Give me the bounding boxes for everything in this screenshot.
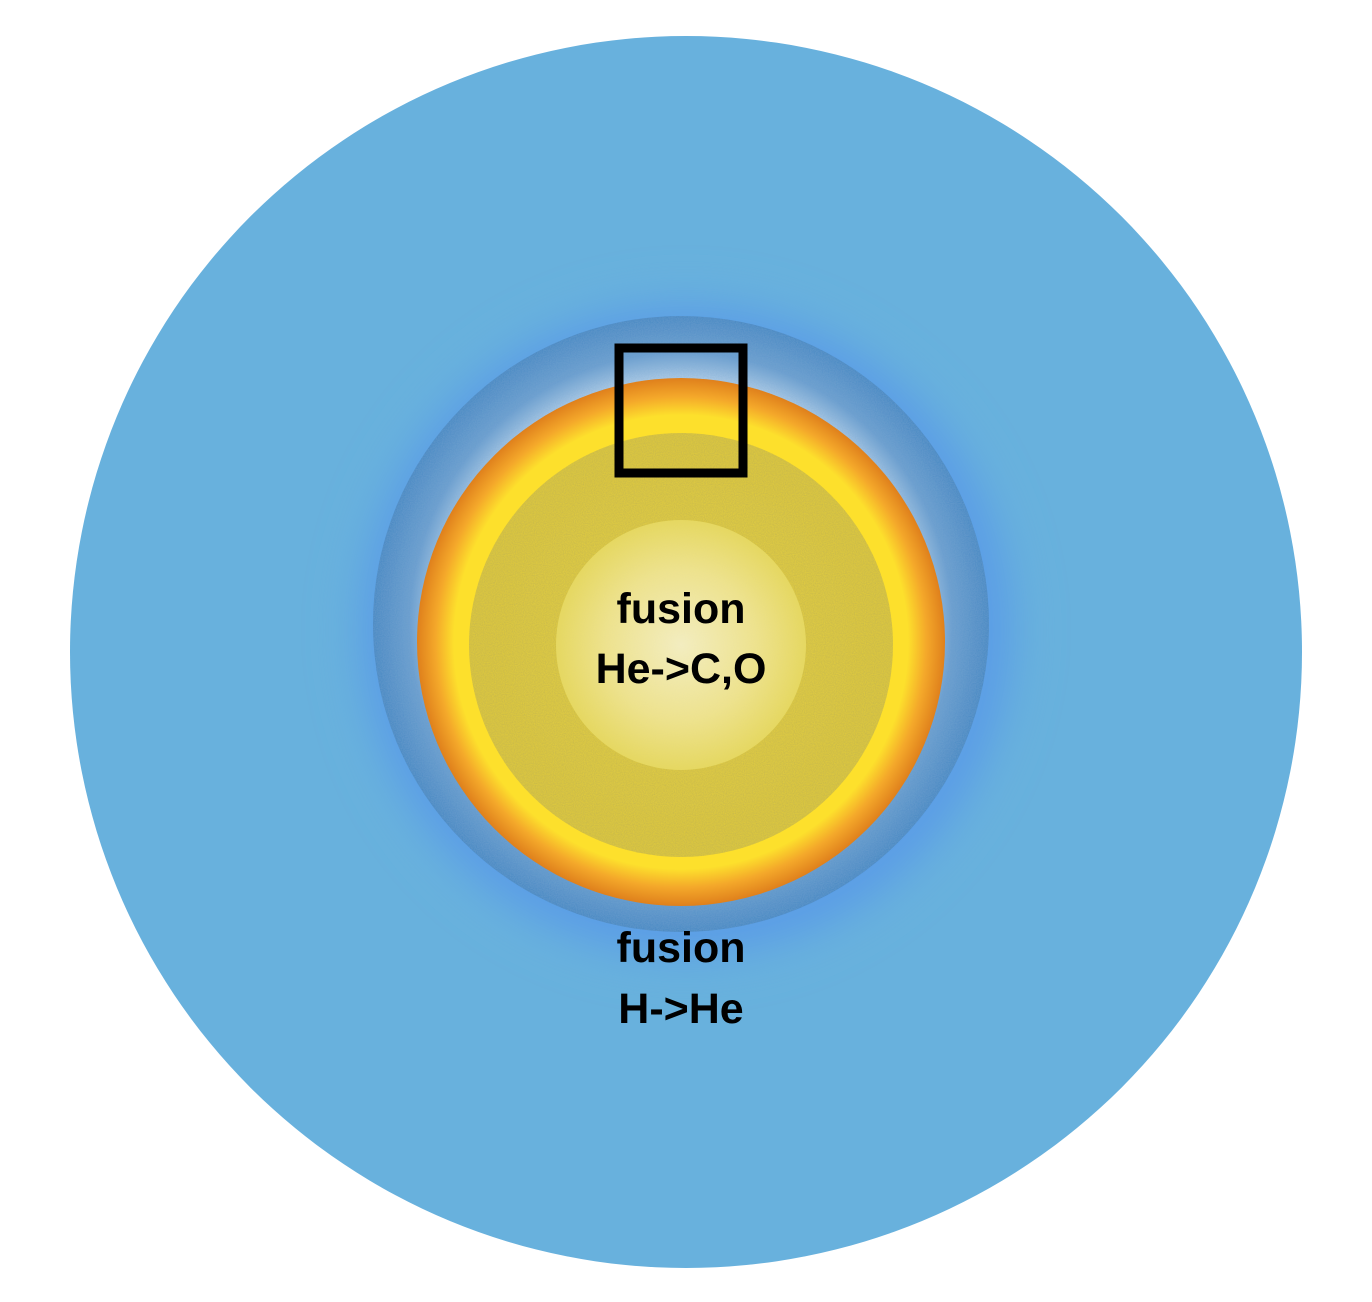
core-label-line2: He->C,O — [596, 645, 767, 693]
core-center — [556, 520, 806, 770]
zoom-box-marker — [614, 343, 748, 478]
shell-label-line1: fusion — [617, 924, 746, 972]
shell-label-line2: H->He — [618, 985, 743, 1033]
core-label-line1: fusion — [617, 585, 746, 633]
